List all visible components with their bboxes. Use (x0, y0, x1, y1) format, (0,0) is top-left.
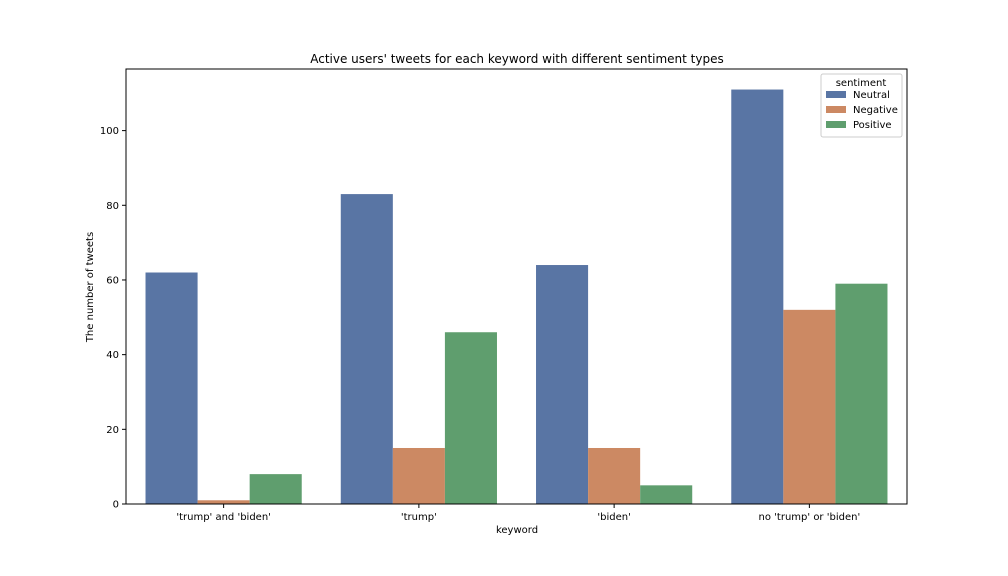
x-tick-label: 'trump' and 'biden' (176, 512, 271, 523)
y-tick-label: 100 (100, 126, 119, 137)
y-tick-label: 60 (106, 275, 119, 286)
bar-negative-1 (392, 447, 445, 504)
bars-layer (145, 89, 888, 504)
y-tick-label: 80 (106, 201, 119, 212)
bar-positive-3 (835, 283, 888, 504)
legend-label-positive: Positive (853, 120, 892, 131)
y-tick-label: 0 (113, 500, 119, 511)
bar-negative-0 (197, 500, 250, 504)
chart-title: Active users' tweets for each keyword wi… (310, 52, 724, 66)
legend-swatch-positive (826, 121, 846, 128)
bar-positive-2 (640, 485, 693, 504)
legend-swatch-neutral (826, 91, 846, 98)
x-axis: 'trump' and 'biden' 'trump' 'biden' no 'tru… (176, 504, 860, 523)
bar-positive-0 (249, 474, 302, 504)
bar-negative-2 (588, 447, 641, 504)
y-tick-label: 20 (106, 425, 119, 436)
bar-neutral-1 (340, 194, 393, 504)
legend-items: Neutral Negative Positive (826, 90, 898, 131)
bar-neutral-3 (731, 89, 784, 504)
x-tick-label: 'biden' (597, 512, 630, 523)
x-tick-label: 'trump' (401, 512, 437, 523)
bar-negative-3 (783, 309, 836, 504)
y-axis-label: The number of tweets (85, 232, 96, 343)
bar-positive-1 (444, 332, 497, 504)
bar-neutral-0 (145, 272, 198, 504)
legend-swatch-negative (826, 106, 846, 113)
legend-title: sentiment (836, 78, 887, 89)
legend-label-neutral: Neutral (853, 90, 890, 101)
y-axis: 0 20 40 60 80 100 (100, 126, 126, 511)
legend-label-negative: Negative (853, 105, 898, 116)
legend: sentiment Neutral Negative Positive (820, 73, 903, 138)
y-tick-label: 40 (106, 350, 119, 361)
plot-frame (125, 68, 908, 505)
x-tick-label: no 'trump' or 'biden' (759, 512, 861, 523)
bar-neutral-2 (536, 265, 589, 504)
x-axis-label: keyword (496, 525, 538, 536)
